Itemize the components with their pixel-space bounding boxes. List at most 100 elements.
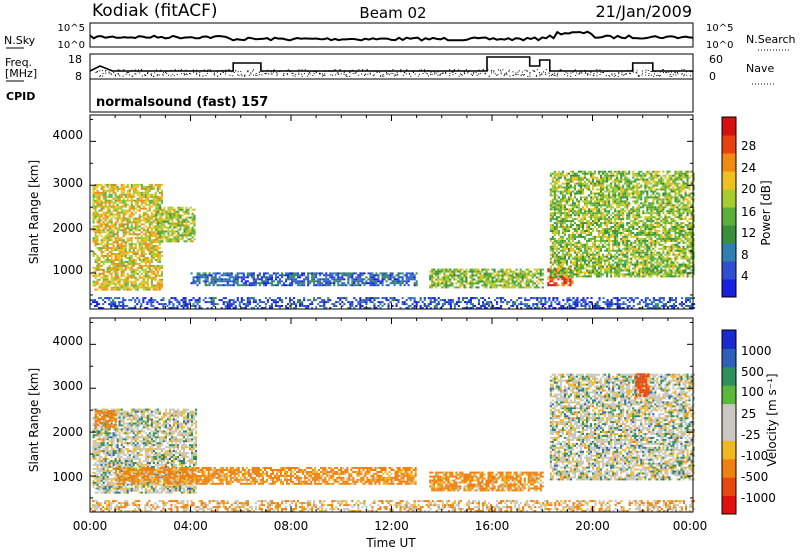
heatmap-cell: [243, 272, 245, 274]
heatmap-cell: [562, 272, 564, 274]
nave-dot: [370, 74, 371, 75]
heatmap-cell: [105, 237, 107, 239]
heatmap-cell: [580, 187, 582, 189]
heatmap-cell: [566, 246, 568, 248]
nave-dot: [165, 72, 166, 73]
heatmap-cell: [554, 204, 556, 206]
heatmap-cell: [141, 245, 143, 247]
heatmap-cell: [586, 179, 588, 181]
heatmap-cell: [281, 280, 283, 282]
heatmap-cell: [582, 275, 584, 277]
heatmap-cell: [177, 238, 179, 240]
heatmap-cell: [113, 279, 115, 281]
heatmap-cell: [386, 274, 388, 276]
heatmap-cell: [580, 272, 582, 274]
heatmap-cell: [598, 264, 600, 266]
heatmap-cell: [119, 202, 121, 204]
heatmap-cell: [161, 281, 163, 283]
heatmap-cell: [215, 276, 217, 278]
nave-dot: [467, 73, 468, 74]
heatmap-cell: [139, 194, 141, 196]
heatmap-cell: [390, 282, 392, 284]
heatmap-cell: [386, 276, 388, 278]
heatmap-cell: [614, 218, 616, 220]
heatmap-cell: [255, 280, 257, 282]
heatmap-cell: [576, 236, 578, 238]
heatmap-cell: [588, 273, 590, 275]
heatmap-cell: [634, 256, 636, 258]
heatmap-cell: [630, 252, 632, 254]
heatmap-cell: [568, 250, 570, 252]
heatmap-cell: [194, 215, 196, 217]
heatmap-cell: [192, 213, 194, 215]
heatmap-cell: [540, 273, 542, 275]
heatmap-cell: [576, 258, 578, 260]
heatmap-cell: [604, 264, 606, 266]
heatmap-cell: [225, 274, 227, 276]
heatmap-cell: [101, 273, 103, 275]
heatmap-cell: [131, 251, 133, 253]
heatmap-cell: [343, 284, 345, 286]
heatmap-cell: [620, 202, 622, 204]
heatmap-cell: [139, 257, 141, 259]
heatmap-cell: [562, 262, 564, 264]
heatmap-cell: [111, 214, 113, 216]
heatmap-cell: [155, 229, 157, 231]
heatmap-cell: [550, 240, 552, 242]
heatmap-cell: [113, 253, 115, 255]
heatmap-cell: [341, 282, 343, 284]
heatmap-cell: [119, 247, 121, 249]
heatmap-cell: [275, 274, 277, 276]
heatmap-cell: [580, 177, 582, 179]
heatmap-cell: [99, 216, 101, 218]
heatmap-cell: [576, 246, 578, 248]
heatmap-cell: [596, 252, 598, 254]
nsky-label: N.Sky: [4, 34, 36, 47]
heatmap-cell: [592, 220, 594, 222]
nave-dot: [409, 73, 410, 74]
heatmap-cell: [143, 218, 145, 220]
heatmap-cell: [594, 194, 596, 196]
heatmap-cell: [568, 187, 570, 189]
heatmap-cell: [618, 260, 620, 262]
heatmap-cell: [327, 282, 329, 284]
heatmap-cell: [241, 276, 243, 278]
heatmap-cell: [111, 255, 113, 257]
heatmap-cell: [337, 284, 339, 286]
heatmap-cell: [121, 257, 123, 259]
heatmap-cell: [101, 223, 103, 225]
heatmap-cell: [117, 265, 119, 267]
heatmap-cell: [578, 206, 580, 208]
heatmap-cell: [538, 273, 540, 275]
heatmap-cell: [636, 272, 638, 274]
heatmap-cell: [182, 209, 184, 211]
nave-dot: [430, 74, 431, 75]
heatmap-cell: [99, 206, 101, 208]
heatmap-cell: [616, 185, 618, 187]
heatmap-cell: [99, 225, 101, 227]
heatmap-cell: [596, 181, 598, 183]
heatmap-cell: [578, 212, 580, 214]
heatmap-cell: [602, 254, 604, 256]
heatmap-cell: [594, 236, 596, 238]
heatmap-cell: [184, 227, 186, 229]
heatmap-cell: [121, 194, 123, 196]
heatmap-cell: [191, 272, 193, 274]
heatmap-cell: [508, 275, 510, 277]
heatmap-cell: [137, 210, 139, 212]
heatmap-cell: [612, 266, 614, 268]
heatmap-cell: [241, 272, 243, 274]
heatmap-cell: [273, 280, 275, 282]
heatmap-cell: [572, 248, 574, 250]
heatmap-cell: [97, 229, 99, 231]
heatmap-cell: [141, 237, 143, 239]
heatmap-cell: [626, 273, 628, 275]
heatmap-cell: [563, 280, 565, 282]
heatmap-cell: [582, 224, 584, 226]
heatmap-cell: [558, 220, 560, 222]
heatmap-cell: [93, 271, 95, 273]
heatmap-cell: [560, 220, 562, 222]
heatmap-cell: [149, 247, 151, 249]
heatmap-cell: [361, 282, 363, 284]
nave-dot: [502, 69, 503, 70]
